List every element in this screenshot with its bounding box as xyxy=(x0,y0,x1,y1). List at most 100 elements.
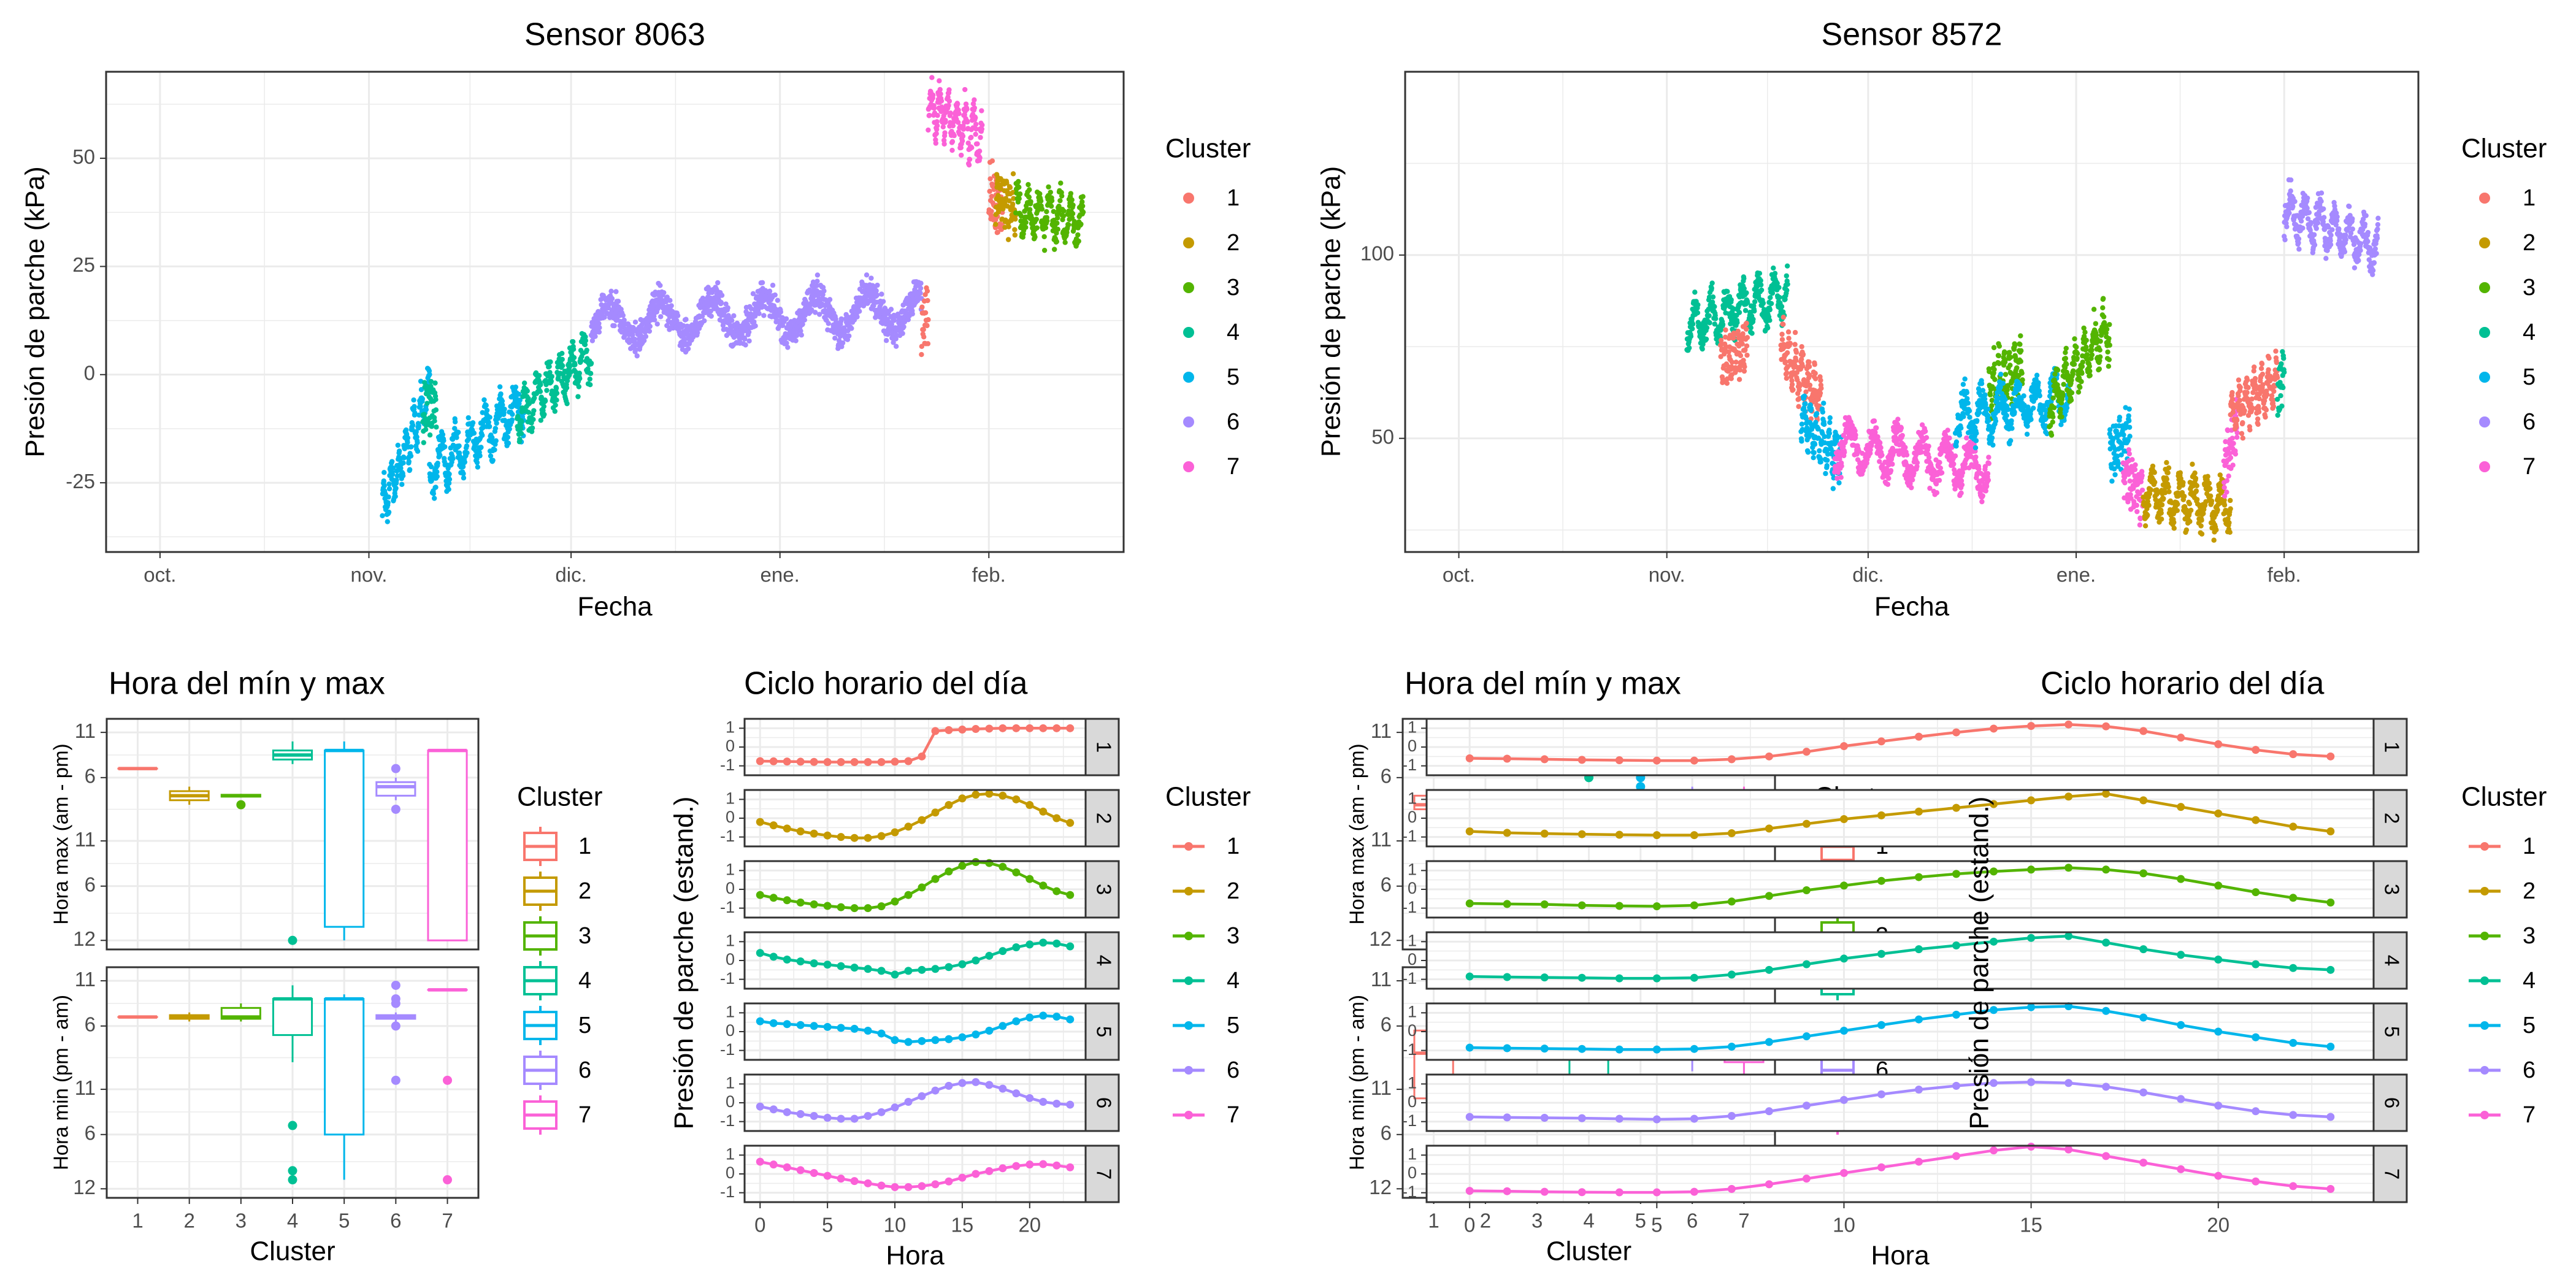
data-point-cluster-4 xyxy=(1768,301,1774,307)
data-point-cluster-6 xyxy=(753,323,758,329)
data-point-cluster-3 xyxy=(2019,370,2025,376)
data-point-cluster-1 xyxy=(1724,380,1730,386)
data-point-cluster-2 xyxy=(2177,470,2183,476)
data-point-cluster-5 xyxy=(1972,445,1979,451)
data-point-cluster-7 xyxy=(930,92,936,98)
data-point-cluster-5 xyxy=(450,456,456,461)
data-point-cluster-4 xyxy=(564,385,570,391)
data-point-cluster-7 xyxy=(1914,460,1920,466)
data-point-cluster-3 xyxy=(2001,349,2007,355)
data-point-cluster-5 xyxy=(381,483,387,489)
data-point-cluster-6 xyxy=(918,290,923,296)
data-point-cluster-6 xyxy=(868,275,874,281)
data-point-cluster-4 xyxy=(1710,294,1716,300)
data-point-cluster-1 xyxy=(987,176,993,182)
data-point-cluster-7 xyxy=(1886,475,1892,481)
legend-key-6 xyxy=(1183,416,1194,427)
data-point-cluster-5 xyxy=(2126,418,2132,424)
data-point-cluster-3 xyxy=(2091,307,2097,312)
data-point-cluster-2 xyxy=(2158,510,2164,516)
data-point-cluster-5 xyxy=(1958,425,1964,431)
data-point-cluster-7 xyxy=(946,98,953,104)
data-point-cluster-5 xyxy=(2037,393,2042,399)
data-point-cluster-5 xyxy=(2009,418,2014,424)
data-point-cluster-4 xyxy=(549,374,554,380)
data-point-cluster-4 xyxy=(544,388,550,393)
data-point-cluster-5 xyxy=(418,404,423,409)
data-point-cluster-7 xyxy=(965,119,970,125)
data-point-cluster-7 xyxy=(1885,481,1891,487)
data-point-cluster-7 xyxy=(972,105,978,111)
data-point-cluster-6 xyxy=(879,291,884,297)
data-point-cluster-4 xyxy=(428,378,434,385)
data-point-cluster-6 xyxy=(729,318,735,323)
data-point-cluster-3 xyxy=(1068,191,1074,196)
data-point-cluster-7 xyxy=(2134,502,2140,508)
data-point-cluster-3 xyxy=(2105,349,2110,355)
data-point-cluster-6 xyxy=(838,316,845,322)
data-point-cluster-5 xyxy=(407,467,413,472)
data-point-cluster-3 xyxy=(2087,364,2092,369)
data-point-cluster-4 xyxy=(1765,325,1771,331)
data-point-cluster-4 xyxy=(570,339,576,345)
data-point-cluster-5 xyxy=(395,442,401,448)
data-point-cluster-3 xyxy=(2003,372,2009,377)
data-point-cluster-5 xyxy=(1827,415,1833,421)
data-point-cluster-5 xyxy=(433,485,439,490)
data-point-cluster-6 xyxy=(799,332,804,338)
data-point-cluster-3 xyxy=(1041,247,1048,253)
data-point-cluster-4 xyxy=(1692,289,1698,295)
data-point-cluster-6 xyxy=(596,321,602,326)
data-point-cluster-7 xyxy=(973,126,979,132)
data-point-cluster-4 xyxy=(1712,304,1717,310)
data-point-cluster-5 xyxy=(2109,478,2115,484)
data-point-cluster-7 xyxy=(2122,480,2128,486)
data-point-cluster-5 xyxy=(399,481,405,487)
data-point-cluster-6 xyxy=(854,314,860,320)
data-point-cluster-4 xyxy=(1760,300,1766,306)
data-point-cluster-3 xyxy=(1045,218,1050,224)
data-point-cluster-3 xyxy=(1025,182,1031,188)
data-point-cluster-3 xyxy=(2082,329,2088,335)
data-point-cluster-3 xyxy=(1043,225,1049,231)
data-point-cluster-1 xyxy=(1744,352,1750,358)
data-point-cluster-5 xyxy=(441,438,447,443)
data-point-cluster-6 xyxy=(725,305,730,311)
data-point-cluster-3 xyxy=(2104,326,2110,332)
data-point-cluster-4 xyxy=(1785,282,1790,287)
data-point-cluster-4 xyxy=(529,425,535,431)
data-point-cluster-5 xyxy=(1803,401,1808,407)
x-tick-label: ene. xyxy=(761,564,800,586)
data-point-cluster-6 xyxy=(849,326,854,331)
data-point-cluster-4 xyxy=(541,404,547,409)
data-point-cluster-4 xyxy=(554,390,560,396)
legend-key-3 xyxy=(1183,282,1194,293)
data-point-cluster-4 xyxy=(433,407,439,413)
data-point-cluster-4 xyxy=(1689,326,1695,332)
data-point-cluster-6 xyxy=(752,313,758,319)
data-point-cluster-7 xyxy=(937,78,942,83)
data-point-cluster-5 xyxy=(1966,408,1972,414)
data-point-cluster-5 xyxy=(466,436,472,442)
data-point-cluster-5 xyxy=(1811,450,1817,456)
data-point-cluster-7 xyxy=(973,121,979,127)
data-point-cluster-5 xyxy=(2004,413,2009,418)
data-point-cluster-7 xyxy=(1938,465,1944,471)
data-point-cluster-5 xyxy=(505,440,512,446)
data-point-cluster-6 xyxy=(885,331,891,337)
data-point-cluster-7 xyxy=(1899,432,1905,439)
data-point-cluster-7 xyxy=(934,119,940,125)
data-point-cluster-7 xyxy=(2126,451,2132,457)
data-point-cluster-5 xyxy=(390,465,396,471)
data-point-cluster-5 xyxy=(500,402,505,408)
data-point-cluster-5 xyxy=(1979,381,1985,386)
data-point-cluster-4 xyxy=(524,388,530,394)
data-point-cluster-6 xyxy=(815,272,821,278)
data-point-cluster-2 xyxy=(2166,484,2171,490)
data-point-cluster-4 xyxy=(432,418,437,424)
data-point-cluster-6 xyxy=(783,316,789,321)
data-point-cluster-7 xyxy=(1985,477,1991,483)
legend-title: Cluster xyxy=(1165,134,1251,164)
data-point-cluster-3 xyxy=(2018,359,2023,364)
data-point-cluster-3 xyxy=(1028,199,1033,204)
